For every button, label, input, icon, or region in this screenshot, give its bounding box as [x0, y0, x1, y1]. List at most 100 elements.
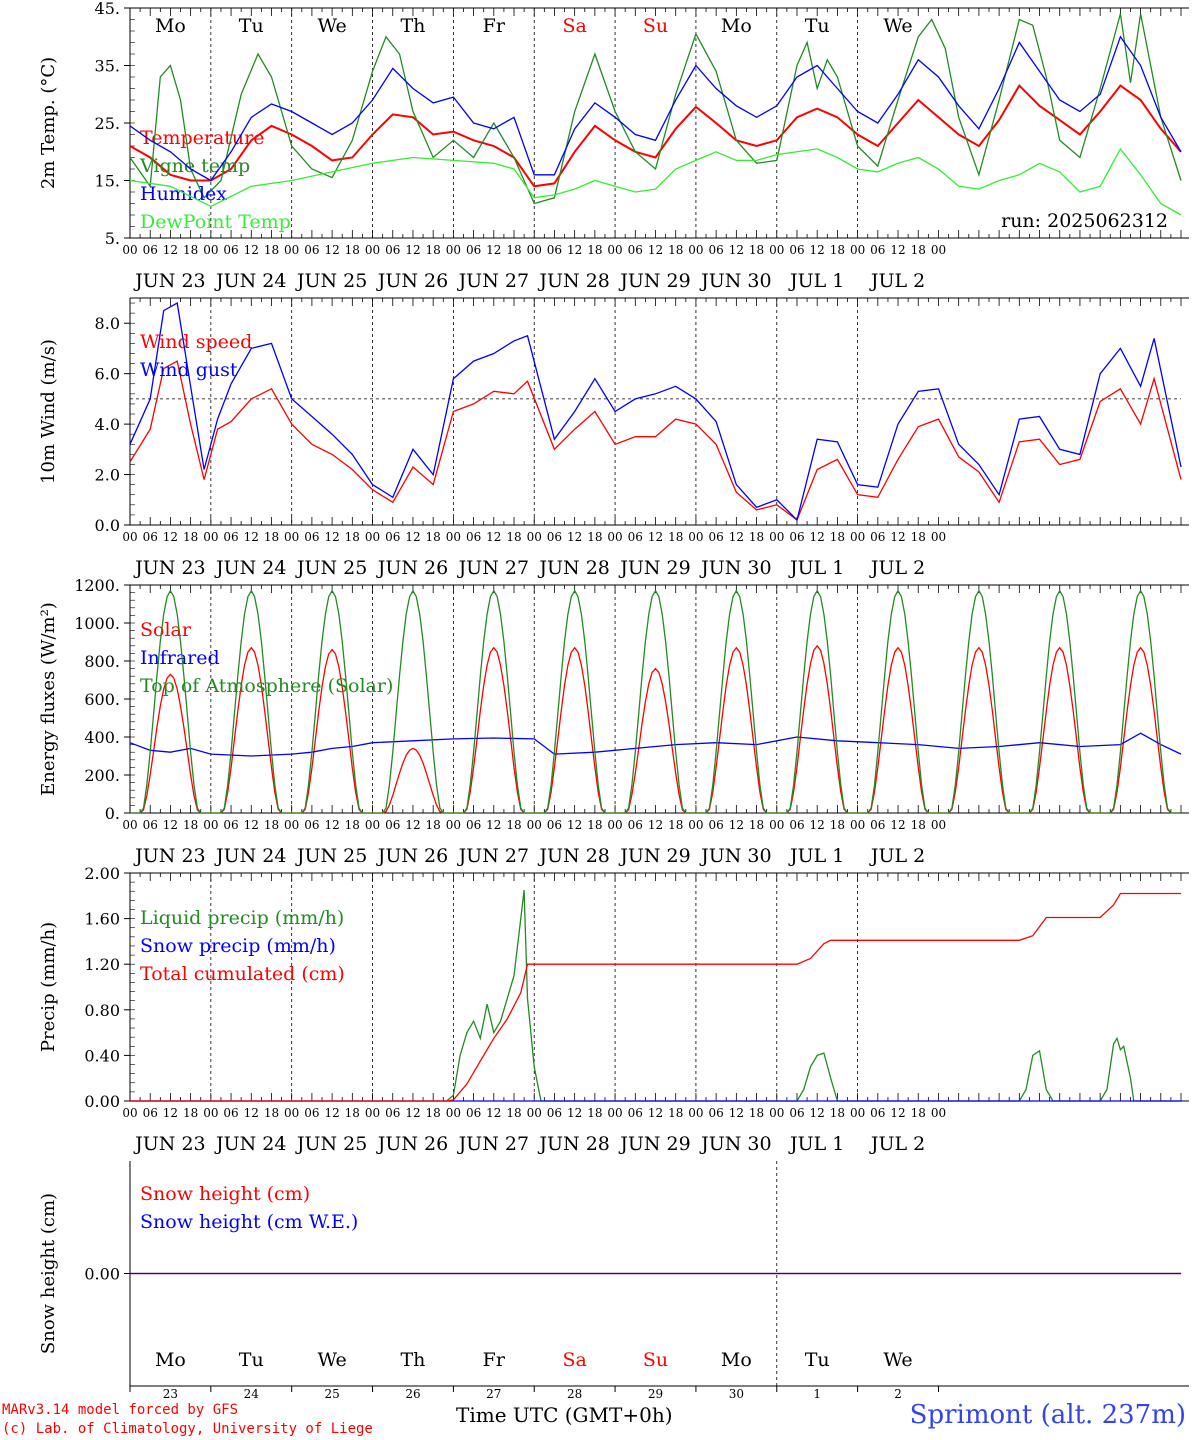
- series-line-wind-gust: [129, 301, 1182, 522]
- hour-label: 12: [163, 818, 178, 832]
- hour-label: 12: [810, 1106, 825, 1120]
- y-tick-label: 25.: [95, 114, 120, 133]
- day-number: 30: [729, 1387, 744, 1400]
- hour-label: 18: [749, 530, 764, 544]
- hour-label: 00: [607, 530, 622, 544]
- y-tick-label: 0.00: [84, 1092, 120, 1111]
- hour-label: 12: [648, 243, 663, 257]
- date-label: JUL 2: [869, 845, 925, 867]
- hour-label: 00: [769, 530, 784, 544]
- hour-label: 00: [122, 530, 137, 544]
- hour-label: 12: [648, 530, 663, 544]
- date-label: JUN 29: [618, 270, 690, 292]
- hour-label: 06: [870, 243, 885, 257]
- y-tick-label: 8.0: [95, 314, 120, 333]
- hour-label: 18: [587, 1106, 602, 1120]
- day-number: 28: [567, 1387, 582, 1400]
- date-label: JUN 23: [133, 1133, 205, 1155]
- hour-label: 06: [466, 243, 481, 257]
- hour-label: 00: [850, 818, 865, 832]
- hour-label: 18: [668, 530, 683, 544]
- date-label: JUN 24: [214, 1133, 286, 1155]
- weekday-label: We: [317, 15, 346, 37]
- date-label: JUN 26: [376, 1133, 448, 1155]
- date-label: JUN 30: [699, 845, 771, 867]
- series-line-vigne-temp: [129, 13, 1182, 205]
- hour-label: 00: [203, 530, 218, 544]
- hour-label: 00: [607, 818, 622, 832]
- y-tick-label: 0.0: [95, 516, 120, 535]
- hour-label: 06: [547, 818, 562, 832]
- date-label: JUL 1: [788, 270, 844, 292]
- y-tick-label: 1200.: [74, 576, 120, 595]
- date-label: JUL 1: [788, 557, 844, 579]
- hour-label: 00: [769, 1106, 784, 1120]
- y-tick-label: 0.00: [84, 1265, 120, 1284]
- hour-label: 18: [345, 1106, 360, 1120]
- hour-label: 18: [911, 818, 926, 832]
- hour-label: 12: [729, 818, 744, 832]
- hour-label: 18: [830, 530, 845, 544]
- hour-label: 18: [426, 530, 441, 544]
- lab-credit: (c) Lab. of Climatology, University of L…: [2, 1421, 373, 1437]
- hour-label: 00: [203, 243, 218, 257]
- day-number: 29: [648, 1387, 663, 1400]
- hour-label: 18: [506, 1106, 521, 1120]
- date-label: JUN 24: [214, 557, 286, 579]
- date-label: JUN 28: [537, 270, 609, 292]
- date-label: JUN 28: [537, 845, 609, 867]
- hour-label: 12: [810, 243, 825, 257]
- hour-label: 00: [688, 530, 703, 544]
- hour-label: 06: [708, 1106, 723, 1120]
- legend-entry: Wind gust: [140, 359, 238, 381]
- hour-label: 12: [890, 1106, 905, 1120]
- hour-label: 06: [466, 1106, 481, 1120]
- hour-label: 06: [304, 818, 319, 832]
- hour-label: 00: [365, 1106, 380, 1120]
- hour-label: 18: [668, 818, 683, 832]
- hour-label: 06: [547, 1106, 562, 1120]
- hour-label: 12: [244, 818, 259, 832]
- hour-label: 18: [183, 530, 198, 544]
- date-label: JUL 2: [869, 1133, 925, 1155]
- hour-label: 00: [931, 1106, 946, 1120]
- hour-label: 06: [547, 530, 562, 544]
- weekday-label: Su: [643, 15, 668, 37]
- hour-label: 06: [870, 530, 885, 544]
- hour-label: 00: [365, 530, 380, 544]
- hour-label: 00: [688, 1106, 703, 1120]
- hour-label: 18: [183, 1106, 198, 1120]
- hour-label: 18: [911, 530, 926, 544]
- hour-label: 12: [244, 1106, 259, 1120]
- hour-label: 00: [365, 243, 380, 257]
- date-label: JUN 23: [133, 270, 205, 292]
- legend-entry: Liquid precip (mm/h): [140, 907, 344, 929]
- hour-label: 18: [587, 818, 602, 832]
- hour-label: 06: [385, 818, 400, 832]
- hour-label: 06: [143, 243, 158, 257]
- hour-label: 18: [264, 818, 279, 832]
- y-tick-label: 1000.: [74, 614, 120, 633]
- hour-label: 00: [850, 243, 865, 257]
- legend-entry: Vigne temp: [139, 155, 250, 177]
- hour-label: 06: [223, 818, 238, 832]
- hour-label: 12: [244, 243, 259, 257]
- hour-label: 18: [668, 243, 683, 257]
- hour-label: 06: [143, 530, 158, 544]
- hour-label: 18: [830, 1106, 845, 1120]
- weekday-label: Tu: [239, 15, 264, 37]
- date-label: JUN 27: [457, 845, 529, 867]
- legend-entry: Snow height (cm): [140, 1183, 310, 1205]
- hour-label: 12: [486, 530, 501, 544]
- hour-label: 12: [244, 530, 259, 544]
- legend-entry: Infrared: [140, 647, 220, 669]
- hour-label: 06: [870, 818, 885, 832]
- series-line-infrared: [129, 732, 1182, 757]
- date-label: JUN 30: [699, 1133, 771, 1155]
- y-tick-label: 200.: [84, 766, 120, 785]
- y-tick-label: 1.60: [84, 910, 120, 929]
- legend-entry: Wind speed: [140, 331, 252, 353]
- weekday-label: Tu: [805, 15, 830, 37]
- hour-label: 12: [324, 530, 339, 544]
- legend-entry: Snow height (cm W.E.): [140, 1211, 358, 1233]
